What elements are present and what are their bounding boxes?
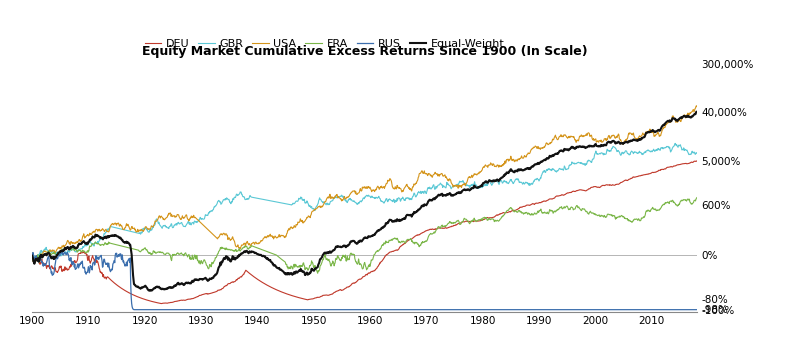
RUS: [646, 308, 656, 312]
Equal-Weight: [129, 282, 139, 286]
RUS: [129, 308, 139, 312]
USA: [691, 104, 701, 108]
RUS: [58, 250, 67, 254]
DEU: [692, 159, 702, 163]
GBR: [692, 151, 702, 155]
Equal-Weight: [604, 140, 614, 144]
Line: RUS: RUS: [32, 252, 697, 310]
USA: [646, 127, 655, 132]
FRA: [129, 247, 139, 251]
Equal-Weight: [692, 110, 702, 114]
GBR: [604, 149, 614, 153]
RUS: [457, 308, 466, 312]
FRA: [313, 271, 323, 275]
Equal-Weight: [494, 178, 504, 183]
DEU: [27, 253, 37, 257]
Equal-Weight: [457, 190, 466, 194]
GBR: [130, 230, 139, 234]
USA: [34, 261, 44, 265]
USA: [457, 183, 466, 188]
DEU: [118, 287, 127, 291]
USA: [604, 133, 614, 138]
GBR: [30, 256, 39, 261]
GBR: [457, 179, 466, 184]
RUS: [605, 308, 614, 312]
GBR: [670, 141, 680, 145]
USA: [494, 163, 504, 167]
GBR: [119, 227, 128, 232]
DEU: [457, 221, 466, 225]
Line: DEU: DEU: [32, 161, 697, 304]
Legend: DEU, GBR, USA, FRA, RUS, Equal-Weight: DEU, GBR, USA, FRA, RUS, Equal-Weight: [140, 35, 509, 53]
DEU: [691, 159, 701, 163]
DEU: [129, 293, 139, 297]
Line: FRA: FRA: [32, 198, 697, 273]
Line: USA: USA: [32, 106, 697, 263]
FRA: [692, 195, 702, 200]
USA: [130, 226, 139, 230]
Equal-Weight: [118, 239, 127, 243]
Equal-Weight: [691, 109, 701, 114]
FRA: [494, 218, 504, 223]
DEU: [494, 212, 504, 217]
USA: [692, 104, 702, 109]
Line: GBR: GBR: [32, 143, 697, 258]
Line: Equal-Weight: Equal-Weight: [32, 112, 697, 291]
FRA: [118, 244, 127, 249]
USA: [27, 251, 37, 255]
USA: [119, 227, 128, 232]
GBR: [494, 182, 504, 187]
GBR: [27, 253, 37, 257]
DEU: [156, 302, 166, 306]
RUS: [495, 308, 505, 312]
Equal-Weight: [146, 289, 155, 293]
DEU: [646, 171, 655, 176]
FRA: [457, 222, 466, 226]
RUS: [130, 308, 139, 312]
FRA: [27, 256, 37, 260]
Equal-Weight: [27, 253, 37, 258]
Equal-Weight: [646, 130, 655, 134]
RUS: [119, 260, 128, 264]
DEU: [604, 183, 614, 187]
RUS: [27, 255, 37, 259]
Title: Equity Market Cumulative Excess Returns Since 1900 (In Scale): Equity Market Cumulative Excess Returns …: [142, 45, 587, 58]
GBR: [646, 150, 655, 154]
RUS: [692, 308, 702, 312]
FRA: [604, 212, 614, 217]
FRA: [646, 209, 655, 213]
